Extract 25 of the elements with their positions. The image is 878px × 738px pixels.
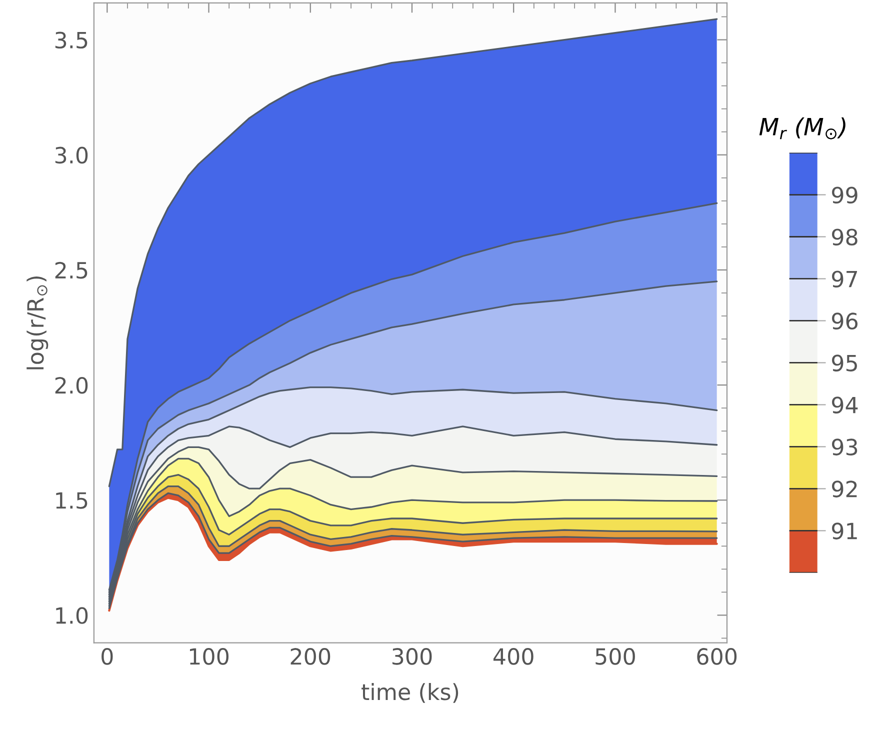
color-bar-label: 92 (832, 480, 857, 498)
x-tick-label: 0 (102, 648, 113, 665)
y-tick-label: 3.5 (55, 32, 88, 49)
x-tick-label: 300 (392, 648, 432, 665)
x-tick-label: 100 (190, 648, 228, 665)
color-bar-label: 94 (832, 396, 858, 414)
y-tick-label: 1.5 (56, 492, 88, 509)
y-tick-label: 2.0 (55, 376, 88, 394)
x-tick-label: 400 (493, 648, 534, 665)
color-bar-title: M$_{r}$ (M$_{⊙}$) (759, 117, 846, 140)
x-tick-label: 200 (290, 648, 330, 665)
color-bar-label: 93 (832, 438, 858, 456)
color-bar-label: 91 (832, 522, 857, 540)
color-bar-label: 98 (832, 228, 858, 246)
y-axis-title: log(r/R$_{⊙}$) (26, 276, 48, 370)
color-bar-label: 99 (832, 186, 858, 204)
y-tick-label: 3.0 (55, 146, 88, 164)
x-tick-label: 600 (697, 648, 737, 665)
y-tick-label: 2.5 (55, 262, 88, 279)
color-bar-label: 97 (832, 270, 857, 288)
x-tick-label: 500 (596, 648, 635, 665)
color-bar-label: 96 (832, 312, 858, 330)
color-bar-label: 95 (832, 354, 857, 372)
y-tick-label: 1.0 (56, 607, 88, 624)
x-axis-title: time (ks) (362, 683, 458, 703)
